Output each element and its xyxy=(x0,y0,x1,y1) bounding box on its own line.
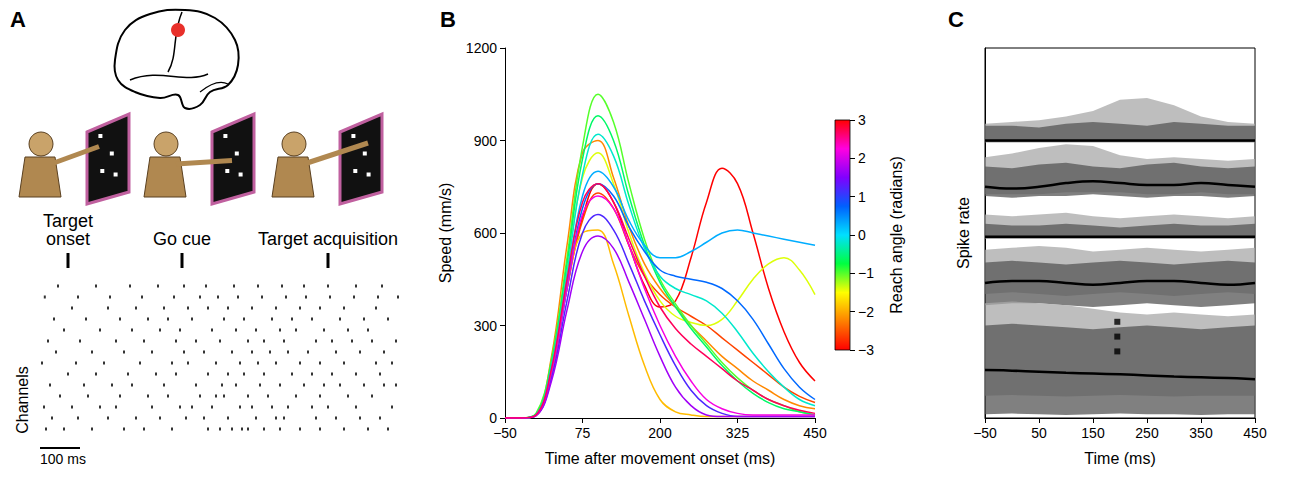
svg-text:350: 350 xyxy=(1189,425,1213,441)
svg-text:900: 900 xyxy=(474,133,498,149)
svg-text:150: 150 xyxy=(1081,425,1105,441)
svg-text:2: 2 xyxy=(858,150,866,166)
svg-text:C: C xyxy=(948,7,964,32)
svg-text:100 ms: 100 ms xyxy=(40,451,86,467)
svg-text:Time (ms): Time (ms) xyxy=(1084,450,1155,467)
svg-text:−1: −1 xyxy=(858,265,874,281)
svg-text:−50: −50 xyxy=(973,425,997,441)
svg-text:450: 450 xyxy=(803,425,827,441)
svg-text:Spike rate: Spike rate xyxy=(955,197,972,269)
svg-text:−50: −50 xyxy=(493,425,517,441)
svg-text:0: 0 xyxy=(858,227,866,243)
svg-text:−2: −2 xyxy=(858,304,874,320)
svg-text:onset: onset xyxy=(46,229,90,249)
svg-text:Time after movement onset (ms): Time after movement onset (ms) xyxy=(545,450,776,467)
svg-text:Target: Target xyxy=(43,211,93,231)
svg-text:−3: −3 xyxy=(858,342,874,358)
svg-text:Go cue: Go cue xyxy=(153,229,211,249)
svg-text:250: 250 xyxy=(1135,425,1159,441)
svg-text:Speed (mm/s): Speed (mm/s) xyxy=(437,183,454,283)
svg-text:200: 200 xyxy=(648,425,672,441)
svg-text:B: B xyxy=(440,7,456,32)
svg-text:300: 300 xyxy=(474,318,498,334)
svg-text:1200: 1200 xyxy=(466,40,497,56)
svg-text:75: 75 xyxy=(575,425,591,441)
svg-text:Reach angle (radians): Reach angle (radians) xyxy=(888,156,905,313)
svg-text:0: 0 xyxy=(489,410,497,426)
svg-text:50: 50 xyxy=(1031,425,1047,441)
svg-text:Channels: Channels xyxy=(14,366,31,434)
svg-text:A: A xyxy=(10,7,26,32)
svg-text:3: 3 xyxy=(858,112,866,128)
svg-text:450: 450 xyxy=(1243,425,1267,441)
svg-text:1: 1 xyxy=(858,189,866,205)
svg-text:600: 600 xyxy=(474,225,498,241)
svg-text:325: 325 xyxy=(726,425,750,441)
svg-text:Target acquisition: Target acquisition xyxy=(258,229,398,249)
